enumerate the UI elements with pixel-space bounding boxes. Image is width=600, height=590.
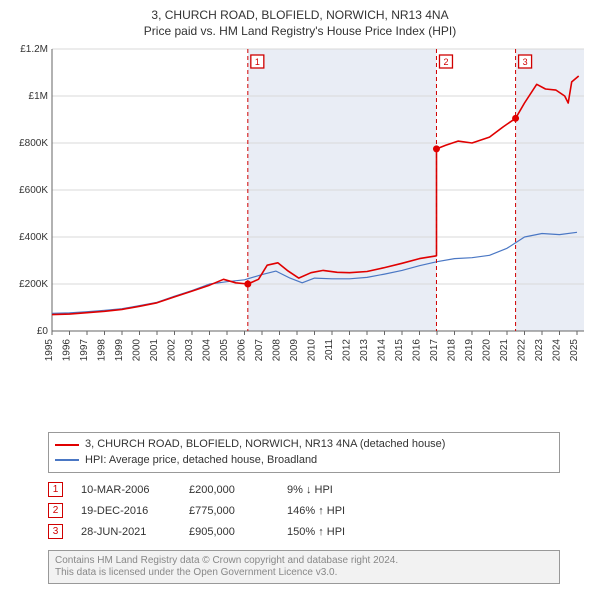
svg-text:1998: 1998 bbox=[97, 339, 108, 362]
marker-date-1: 10-MAR-2006 bbox=[81, 484, 171, 496]
legend-label-property: 3, CHURCH ROAD, BLOFIELD, NORWICH, NR13 … bbox=[85, 437, 445, 452]
svg-text:2009: 2009 bbox=[289, 339, 300, 362]
legend: 3, CHURCH ROAD, BLOFIELD, NORWICH, NR13 … bbox=[48, 432, 560, 473]
marker-price-3: £905,000 bbox=[189, 526, 269, 538]
marker-row-1: 1 10-MAR-2006 £200,000 9% ↓ HPI bbox=[48, 479, 560, 500]
marker-date-2: 19-DEC-2016 bbox=[81, 505, 171, 517]
legend-swatch-hpi bbox=[55, 459, 79, 461]
svg-text:2018: 2018 bbox=[447, 339, 458, 362]
svg-text:2010: 2010 bbox=[307, 339, 318, 362]
svg-text:2021: 2021 bbox=[499, 339, 510, 362]
svg-text:£200K: £200K bbox=[19, 279, 48, 290]
svg-text:2016: 2016 bbox=[412, 339, 423, 362]
marker-row-3: 3 28-JUN-2021 £905,000 150% ↑ HPI bbox=[48, 521, 560, 542]
svg-text:£0: £0 bbox=[37, 326, 49, 337]
svg-text:2: 2 bbox=[443, 57, 448, 67]
svg-text:2005: 2005 bbox=[219, 339, 230, 362]
svg-text:£1.2M: £1.2M bbox=[20, 44, 48, 55]
svg-text:1999: 1999 bbox=[114, 339, 125, 362]
svg-text:2013: 2013 bbox=[359, 339, 370, 362]
marker-box-1: 1 bbox=[48, 482, 63, 497]
svg-text:2025: 2025 bbox=[569, 339, 580, 362]
marker-pct-2: 146% ↑ HPI bbox=[287, 505, 377, 517]
title-address: 3, CHURCH ROAD, BLOFIELD, NORWICH, NR13 … bbox=[10, 8, 590, 24]
legend-swatch-property bbox=[55, 444, 79, 446]
svg-text:3: 3 bbox=[523, 57, 528, 67]
svg-text:£400K: £400K bbox=[19, 232, 48, 243]
svg-text:2004: 2004 bbox=[202, 339, 213, 362]
marker-price-2: £775,000 bbox=[189, 505, 269, 517]
marker-box-2: 2 bbox=[48, 503, 63, 518]
svg-text:2007: 2007 bbox=[254, 339, 265, 362]
svg-text:2022: 2022 bbox=[517, 339, 528, 362]
footer-line2: This data is licensed under the Open Gov… bbox=[55, 567, 553, 579]
svg-text:2001: 2001 bbox=[149, 339, 160, 362]
svg-text:2000: 2000 bbox=[132, 339, 143, 362]
footer-line1: Contains HM Land Registry data © Crown c… bbox=[55, 555, 553, 567]
marker-row-2: 2 19-DEC-2016 £775,000 146% ↑ HPI bbox=[48, 500, 560, 521]
svg-text:2024: 2024 bbox=[552, 339, 563, 362]
svg-text:2011: 2011 bbox=[324, 339, 335, 361]
svg-text:£600K: £600K bbox=[19, 185, 48, 196]
svg-text:2020: 2020 bbox=[482, 339, 493, 362]
marker-price-1: £200,000 bbox=[189, 484, 269, 496]
svg-text:2012: 2012 bbox=[342, 339, 353, 362]
marker-pct-1: 9% ↓ HPI bbox=[287, 484, 377, 496]
chart-area: £0 £200K £400K £600K £800K £1M £1.2M 1995 1996 19… bbox=[12, 43, 590, 426]
svg-text:1997: 1997 bbox=[79, 339, 90, 362]
title-block: 3, CHURCH ROAD, BLOFIELD, NORWICH, NR13 … bbox=[10, 8, 590, 39]
marker-date-3: 28-JUN-2021 bbox=[81, 526, 171, 538]
svg-text:2008: 2008 bbox=[272, 339, 283, 362]
chart-container: 3, CHURCH ROAD, BLOFIELD, NORWICH, NR13 … bbox=[0, 0, 600, 590]
svg-text:2023: 2023 bbox=[534, 339, 545, 362]
svg-text:2014: 2014 bbox=[377, 339, 388, 362]
title-subtitle: Price paid vs. HM Land Registry's House … bbox=[10, 24, 590, 40]
legend-row-hpi: HPI: Average price, detached house, Broa… bbox=[55, 453, 553, 468]
svg-text:2017: 2017 bbox=[429, 339, 440, 362]
svg-text:2015: 2015 bbox=[394, 339, 405, 362]
svg-text:2019: 2019 bbox=[464, 339, 475, 362]
marker-pct-3: 150% ↑ HPI bbox=[287, 526, 377, 538]
svg-text:£1M: £1M bbox=[29, 91, 48, 102]
legend-row-property: 3, CHURCH ROAD, BLOFIELD, NORWICH, NR13 … bbox=[55, 437, 553, 452]
svg-text:£800K: £800K bbox=[19, 138, 48, 149]
svg-text:2003: 2003 bbox=[184, 339, 195, 362]
svg-text:2006: 2006 bbox=[237, 339, 248, 362]
markers-table: 1 10-MAR-2006 £200,000 9% ↓ HPI 2 19-DEC… bbox=[48, 479, 560, 542]
marker-box-3: 3 bbox=[48, 524, 63, 539]
chart-svg: £0 £200K £400K £600K £800K £1M £1.2M 1995 1996 19… bbox=[12, 43, 592, 373]
svg-text:1: 1 bbox=[255, 57, 260, 67]
svg-text:1995: 1995 bbox=[44, 339, 55, 362]
legend-label-hpi: HPI: Average price, detached house, Broa… bbox=[85, 453, 317, 468]
footer: Contains HM Land Registry data © Crown c… bbox=[48, 550, 560, 584]
svg-text:2002: 2002 bbox=[167, 339, 178, 362]
svg-text:1996: 1996 bbox=[62, 339, 73, 362]
